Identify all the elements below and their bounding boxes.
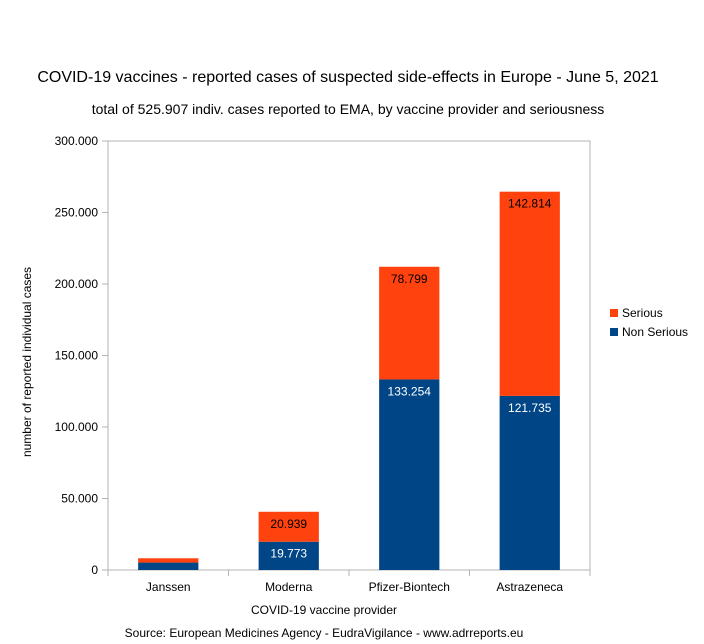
x-axis-label: COVID-19 vaccine provider bbox=[251, 603, 397, 617]
data-label: 20.939 bbox=[270, 517, 307, 531]
bar-non-serious bbox=[379, 379, 440, 570]
bar-non-serious bbox=[499, 395, 560, 570]
x-tick-label: Moderna bbox=[265, 580, 313, 594]
bar-serious bbox=[379, 266, 440, 380]
legend-label: Non Serious bbox=[622, 325, 688, 339]
bar-non-serious bbox=[138, 562, 199, 570]
y-tick-label: 150.000 bbox=[55, 349, 99, 363]
data-label: 78.799 bbox=[391, 272, 428, 286]
x-tick-label: Astrazeneca bbox=[496, 580, 563, 594]
y-tick-label: 0 bbox=[91, 563, 98, 577]
data-label: 19.773 bbox=[270, 547, 307, 561]
y-tick-label: 50.000 bbox=[61, 492, 98, 506]
bar-serious bbox=[499, 191, 560, 396]
chart-source: Source: European Medicines Agency - Eudr… bbox=[125, 626, 524, 640]
data-label: 142.814 bbox=[508, 197, 552, 211]
x-tick-label: Janssen bbox=[146, 580, 191, 594]
chart-subtitle: total of 525.907 indiv. cases reported t… bbox=[92, 101, 605, 117]
y-tick-label: 250.000 bbox=[55, 206, 99, 220]
y-axis-label: number of reported individual cases bbox=[20, 267, 34, 457]
bar-serious bbox=[258, 511, 319, 542]
bar-serious bbox=[138, 558, 199, 563]
bar-labels: 19.773 20.939 133.254 78.799 121.735 142.814 bbox=[270, 197, 551, 561]
legend: Serious Non Serious bbox=[610, 306, 688, 339]
legend-swatch bbox=[610, 328, 618, 336]
y-tick-label: 300.000 bbox=[55, 134, 99, 148]
x-tick-label: Pfizer-Biontech bbox=[369, 580, 450, 594]
legend-label: Serious bbox=[622, 306, 663, 320]
data-label: 121.735 bbox=[508, 401, 552, 415]
data-label: 133.254 bbox=[388, 384, 432, 398]
y-axis: 0 50.000 100.000 150.000 200.000 250.000 300.0… bbox=[55, 134, 108, 577]
y-tick-label: 200.000 bbox=[55, 277, 99, 291]
y-tick-label: 100.000 bbox=[55, 420, 99, 434]
legend-swatch bbox=[610, 309, 618, 317]
bars bbox=[138, 191, 560, 570]
chart-title: COVID-19 vaccines - reported cases of su… bbox=[37, 69, 658, 86]
bar-non-serious bbox=[258, 541, 319, 570]
x-axis: Janssen Moderna Pfizer-Biontech Astrazeneca bbox=[107, 570, 591, 594]
